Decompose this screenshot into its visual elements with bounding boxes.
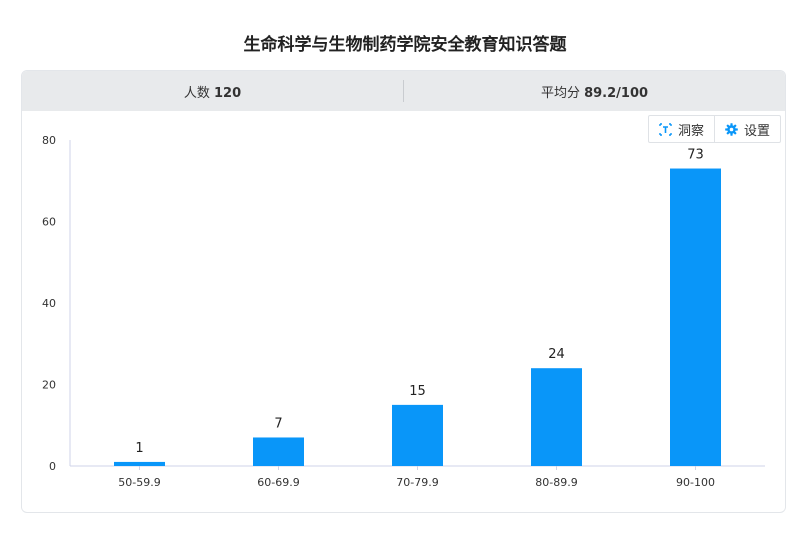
y-tick-label: 20 (42, 379, 56, 392)
y-tick-label: 80 (42, 134, 56, 147)
data-label: 24 (548, 347, 565, 362)
chart-toolbar: 洞察 (647, 115, 781, 143)
stats-bar: 人数 120 平均分 89.2/100 (22, 71, 785, 111)
data-label: 7 (274, 416, 282, 431)
y-tick-label: 0 (49, 460, 56, 473)
y-tick-label: 60 (42, 216, 56, 229)
page-title: 生命科学与生物制药学院安全教育知识答题 (243, 35, 567, 55)
x-tick-label: 80-89.9 (535, 476, 577, 489)
x-tick-label: 90-100 (676, 476, 715, 489)
settings-button-label: 设置 (743, 123, 770, 139)
x-tick-label: 50-59.9 (118, 476, 160, 489)
y-tick-label: 40 (42, 297, 56, 310)
bar (531, 368, 582, 466)
bar (114, 461, 165, 466)
average-score: 平均分 89.2/100 (404, 82, 785, 101)
gear-icon (725, 122, 738, 136)
stats-divider (403, 80, 404, 102)
average-score-value: 89.2/100 (584, 85, 649, 101)
respondent-count-label: 人数 (183, 85, 210, 101)
data-label: 15 (409, 384, 426, 399)
respondent-count-value: 120 (214, 85, 242, 101)
bar (670, 168, 721, 466)
bar (392, 404, 443, 466)
data-label: 1 (135, 441, 143, 456)
bar (253, 437, 304, 466)
settings-button[interactable]: 设置 (713, 116, 780, 142)
text-insight-icon (659, 122, 672, 136)
insight-button[interactable]: 洞察 (649, 116, 714, 142)
data-label: 73 (687, 148, 704, 163)
insight-button-label: 洞察 (677, 123, 704, 139)
average-score-label: 平均分 (540, 85, 580, 101)
x-tick-label: 70-79.9 (396, 476, 438, 489)
x-tick-label: 60-69.9 (257, 476, 299, 489)
respondent-count: 人数 120 (22, 82, 403, 101)
